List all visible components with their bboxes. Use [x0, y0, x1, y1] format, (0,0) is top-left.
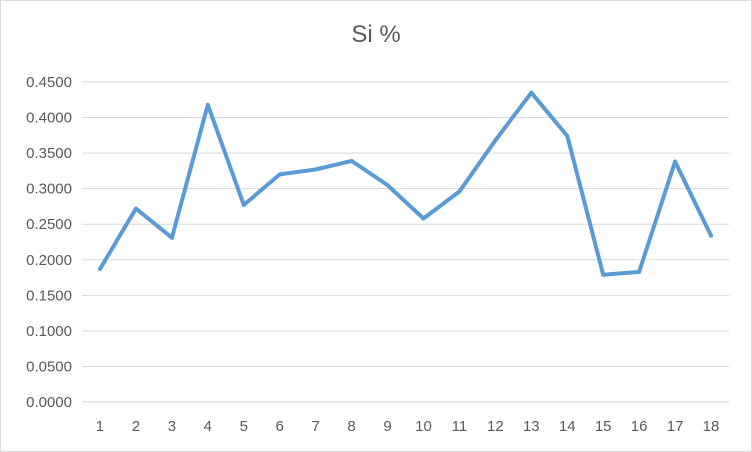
data-point	[169, 235, 174, 240]
y-tick-label: 0.2500	[26, 216, 72, 233]
x-tick-label: 18	[703, 418, 720, 435]
data-point	[313, 167, 318, 172]
y-tick-label: 0.4500	[26, 74, 72, 91]
y-tick-label: 0.3500	[26, 145, 72, 162]
data-point	[637, 269, 642, 274]
data-point	[385, 183, 390, 188]
y-tick-label: 0.4000	[26, 110, 72, 127]
x-tick-label: 4	[204, 418, 212, 435]
x-tick-label: 5	[240, 418, 248, 435]
x-axis-ticks: 1 2 3 4 5 6 7 8 9 10 11 12 13 14 15 16 17 18	[96, 418, 720, 435]
data-point	[601, 272, 606, 277]
data-point	[421, 216, 426, 221]
x-tick-label: 2	[132, 418, 140, 435]
y-tick-label: 0.3000	[26, 181, 72, 198]
x-tick-label: 15	[595, 418, 612, 435]
data-point	[205, 102, 210, 107]
y-tick-label: 0.0500	[26, 358, 72, 375]
chart-title: Si %	[351, 21, 401, 48]
y-tick-label: 0.2000	[26, 252, 72, 269]
data-point	[709, 233, 714, 238]
x-tick-label: 8	[347, 418, 355, 435]
x-tick-label: 3	[168, 418, 176, 435]
x-tick-label: 12	[487, 418, 504, 435]
x-tick-label: 17	[667, 418, 684, 435]
x-tick-label: 9	[383, 418, 391, 435]
y-tick-label: 0.1000	[26, 323, 72, 340]
data-point	[241, 203, 246, 208]
x-tick-label: 14	[559, 418, 576, 435]
y-tick-label: 0.1500	[26, 287, 72, 304]
data-point	[673, 159, 678, 164]
x-tick-label: 13	[523, 418, 540, 435]
x-tick-label: 16	[631, 418, 648, 435]
data-point	[529, 90, 534, 95]
data-point	[133, 206, 138, 211]
series-layer	[97, 90, 714, 277]
x-tick-label: 1	[96, 418, 104, 435]
x-tick-label: 7	[311, 418, 319, 435]
x-tick-label: 10	[415, 418, 432, 435]
gridlines	[82, 81, 729, 403]
series-line	[98, 90, 713, 277]
data-point	[457, 189, 462, 194]
y-tick-label: 0.0000	[26, 394, 72, 411]
data-point	[565, 134, 570, 139]
y-axis-ticks: 0.0000 0.0500 0.1000 0.1500 0.2000 0.2500 0.30…	[26, 74, 72, 411]
data-point	[349, 158, 354, 163]
x-tick-label: 11	[452, 418, 468, 435]
x-tick-label: 6	[276, 418, 284, 435]
data-point	[493, 138, 498, 143]
data-point	[97, 267, 102, 272]
data-point	[277, 172, 282, 177]
